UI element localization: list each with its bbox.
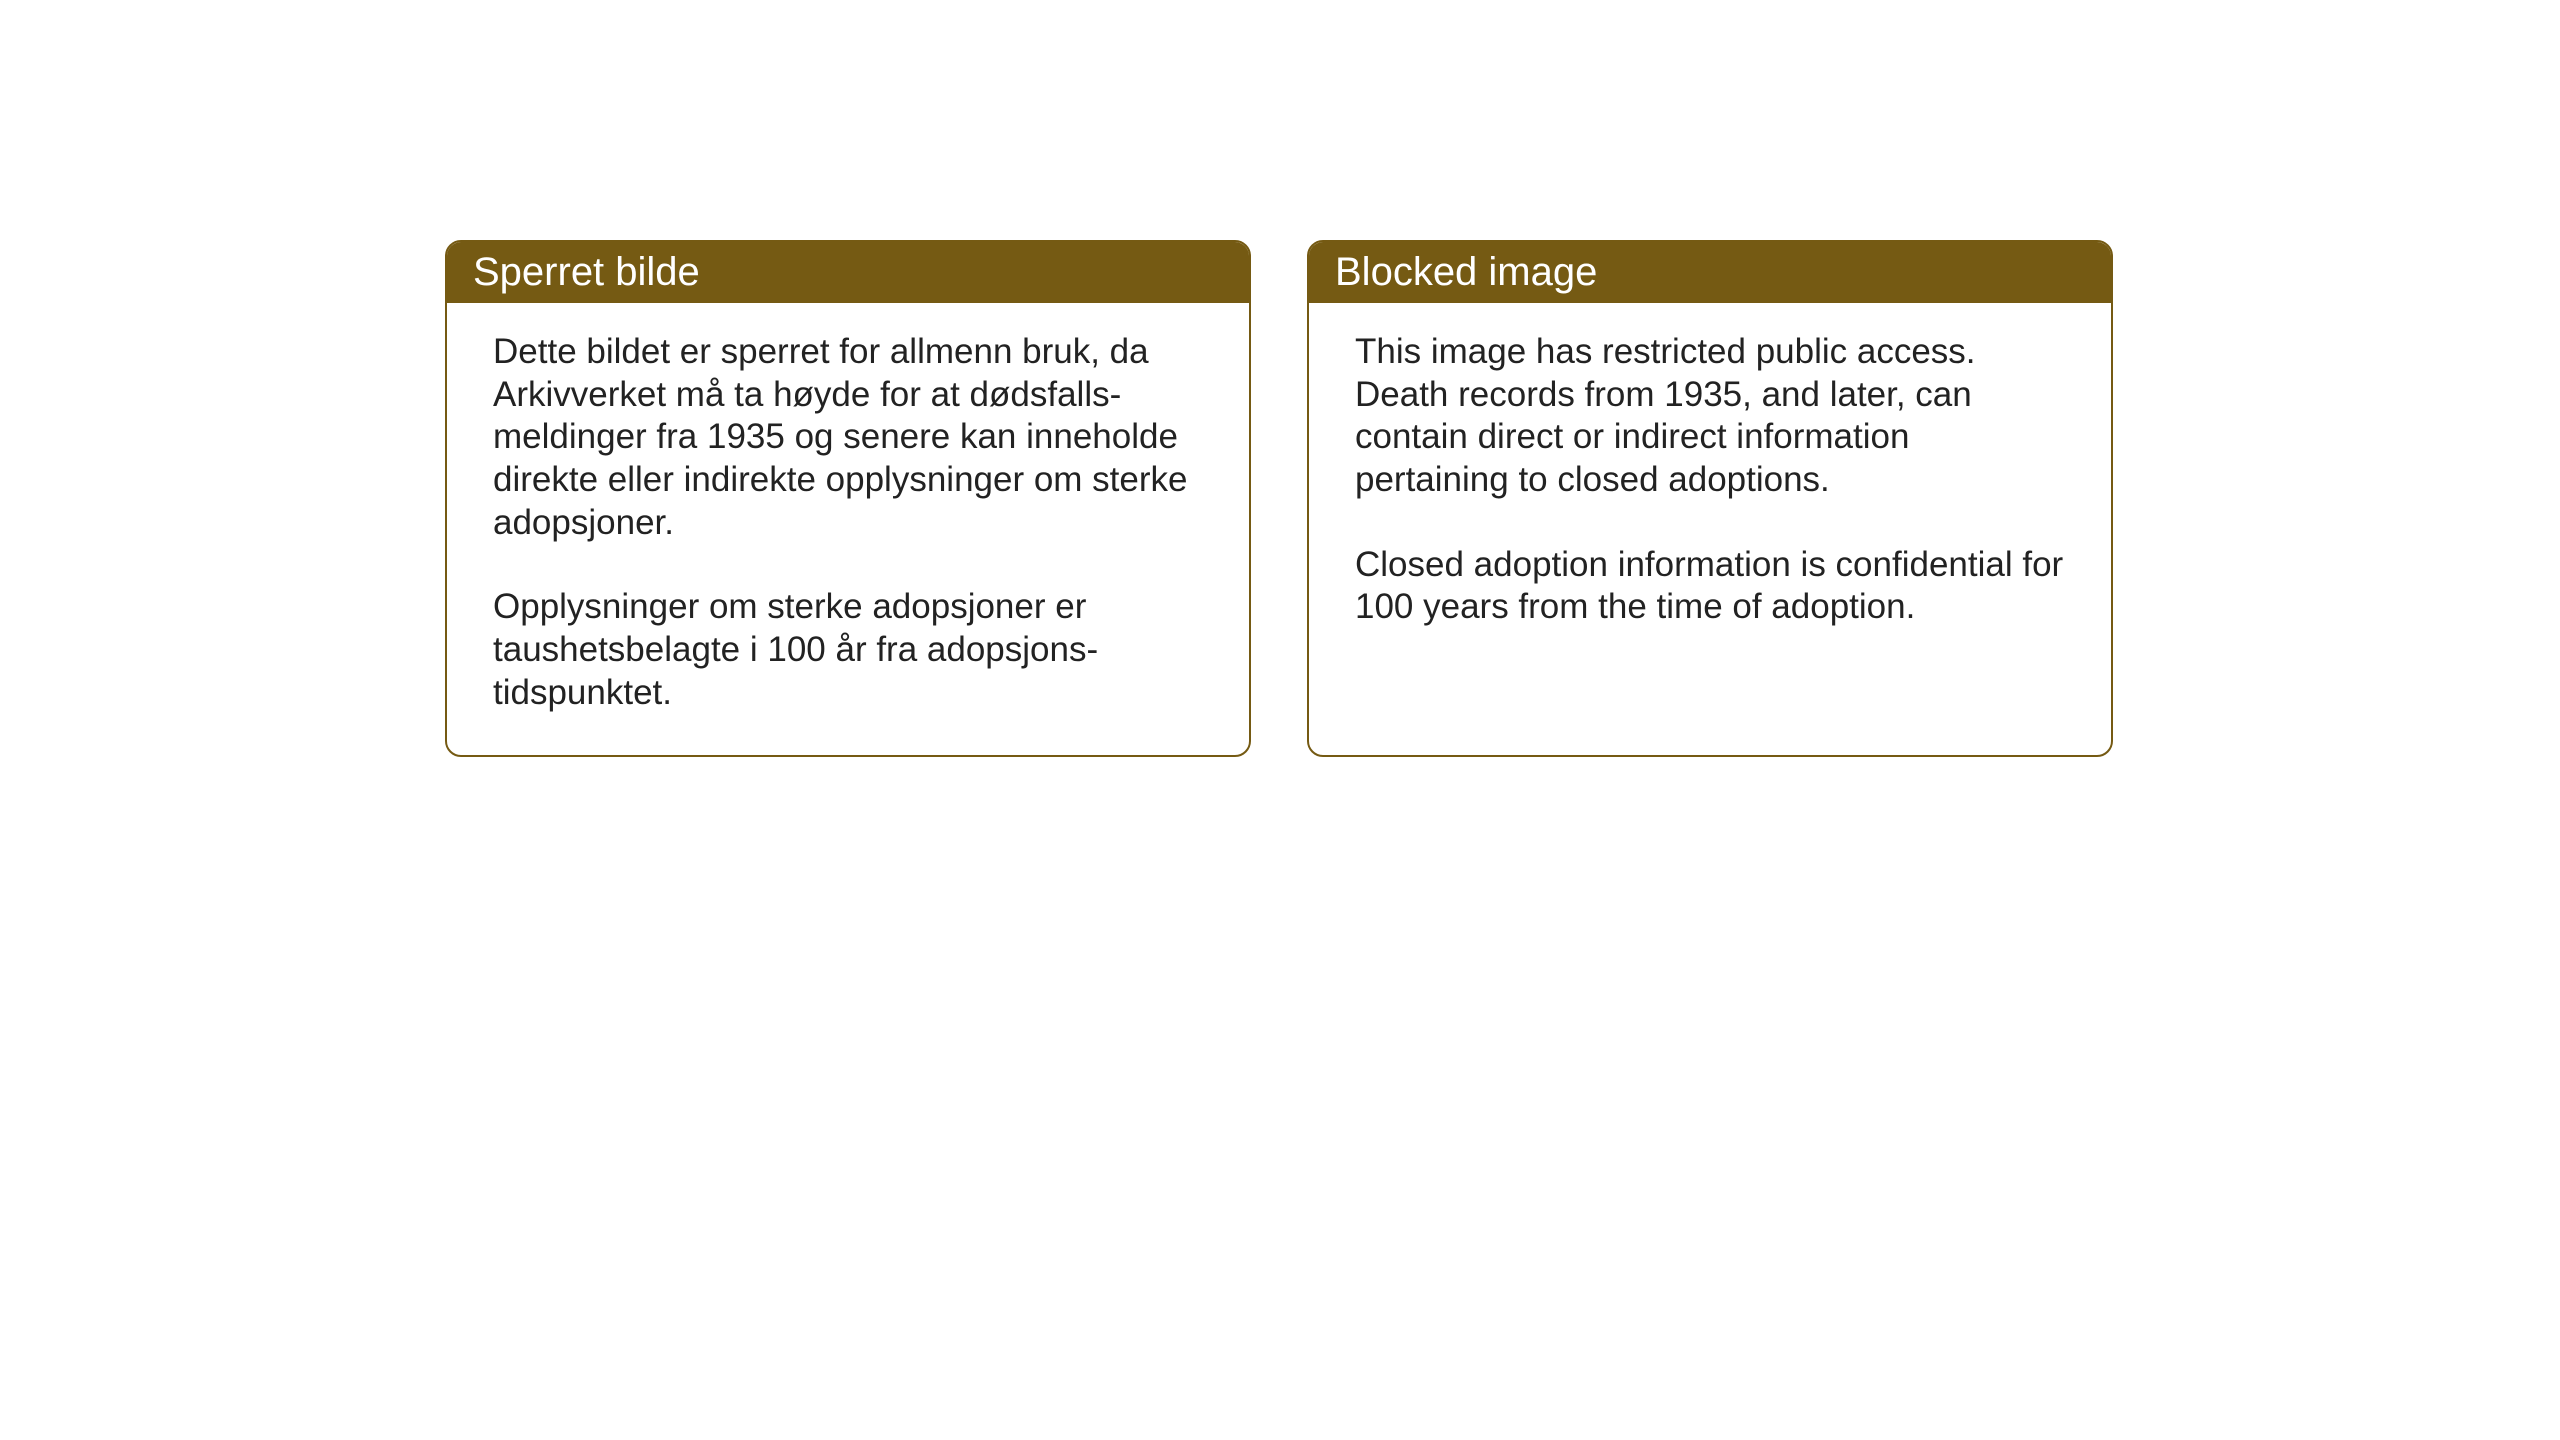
norwegian-card-title: Sperret bilde xyxy=(473,250,700,294)
norwegian-card: Sperret bilde Dette bildet er sperret fo… xyxy=(445,240,1251,757)
english-card-header: Blocked image xyxy=(1309,242,2111,303)
english-paragraph-1: This image has restricted public access.… xyxy=(1355,331,2065,502)
english-paragraph-2: Closed adoption information is confident… xyxy=(1355,544,2065,629)
english-card-title: Blocked image xyxy=(1335,250,1597,294)
norwegian-paragraph-2: Opplysninger om sterke adopsjoner er tau… xyxy=(493,586,1203,714)
norwegian-paragraph-1: Dette bildet er sperret for allmenn bruk… xyxy=(493,331,1203,544)
cards-container: Sperret bilde Dette bildet er sperret fo… xyxy=(445,240,2113,757)
norwegian-card-body: Dette bildet er sperret for allmenn bruk… xyxy=(447,303,1249,755)
norwegian-card-header: Sperret bilde xyxy=(447,242,1249,303)
english-card-body: This image has restricted public access.… xyxy=(1309,303,2111,750)
english-card: Blocked image This image has restricted … xyxy=(1307,240,2113,757)
